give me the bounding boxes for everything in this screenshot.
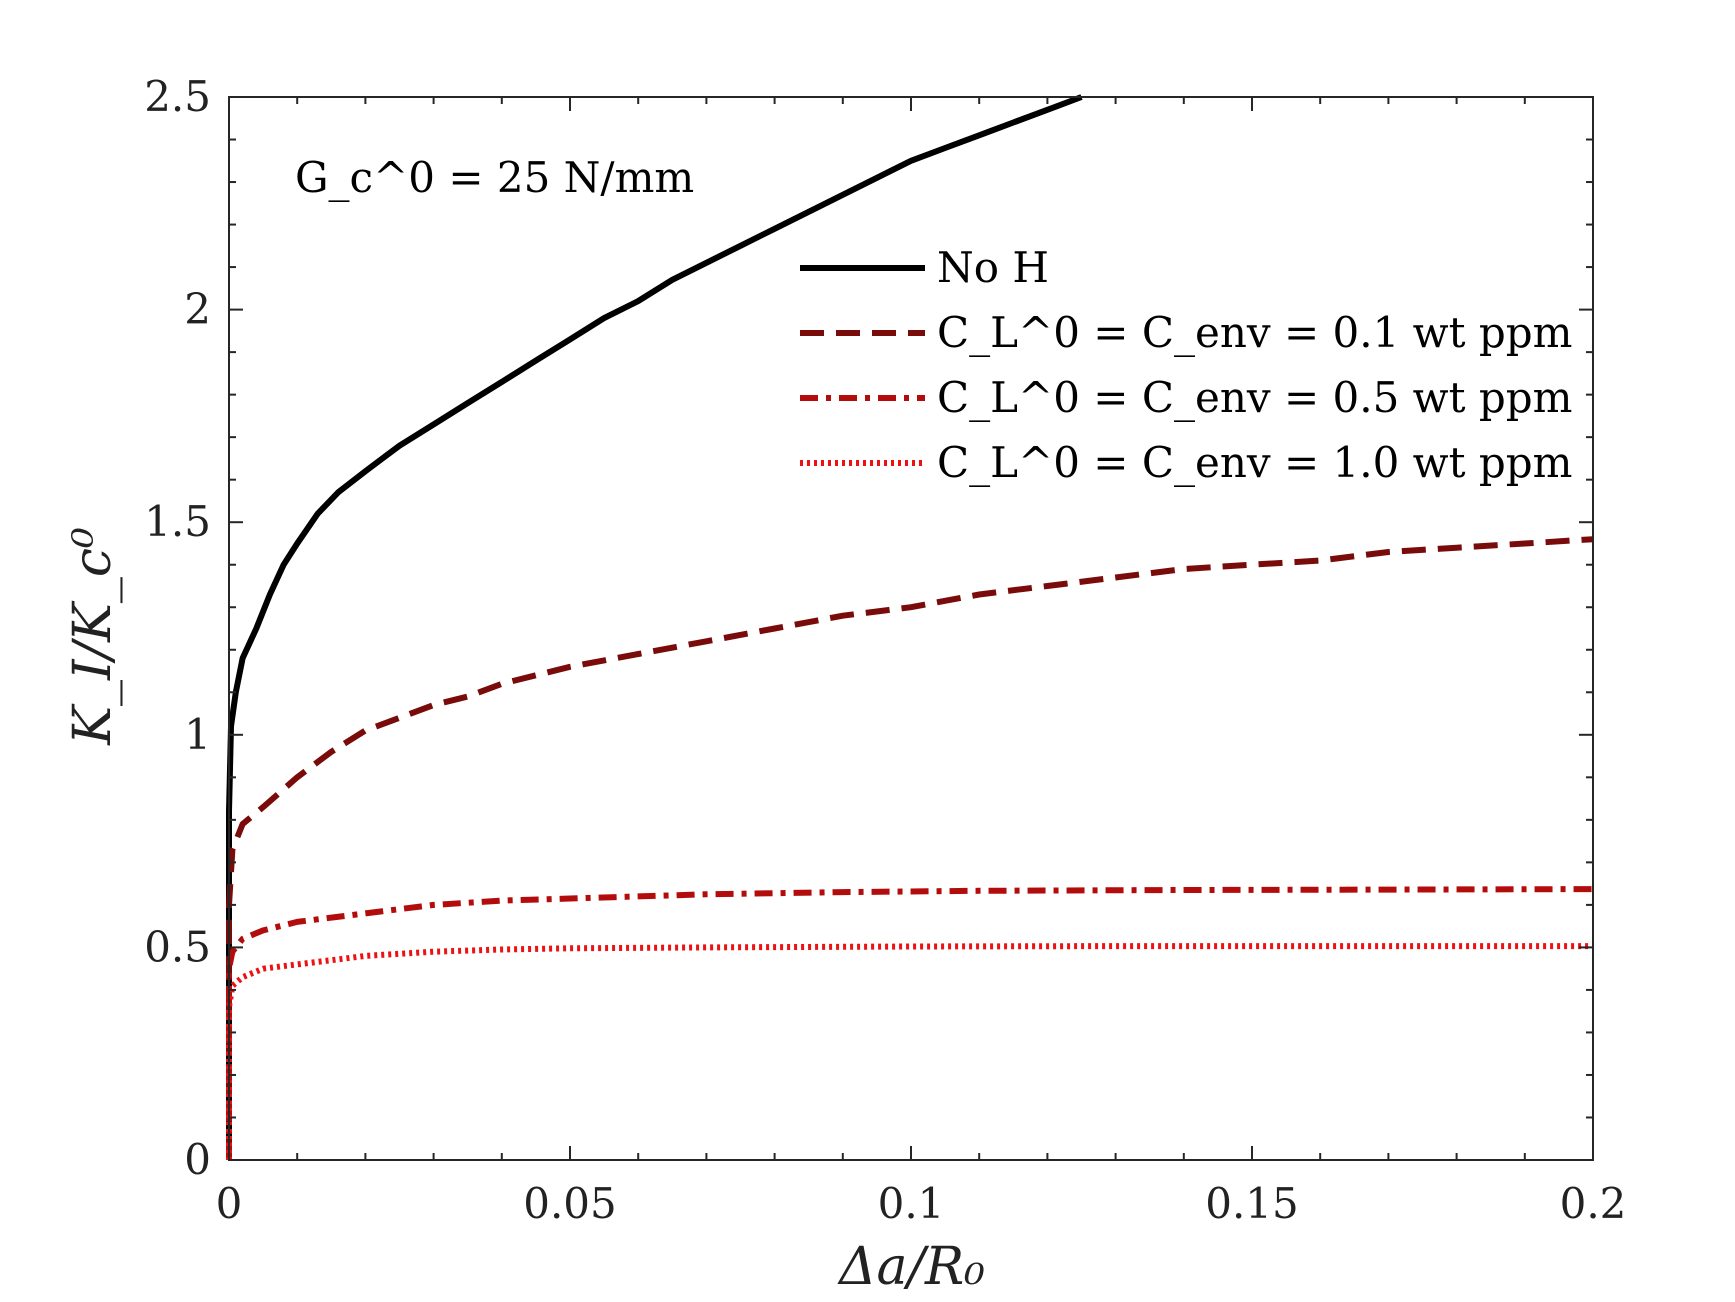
series-line-0.5ppm xyxy=(226,886,1594,1160)
legend-label-0.1ppm: C_L^0 = C_env = 0.1 wt ppm xyxy=(937,308,1572,357)
y-tick-label: 2.5 xyxy=(144,72,211,121)
x-tick-label: 0.15 xyxy=(1205,1179,1299,1228)
series-line-0.1ppm xyxy=(226,536,1594,1160)
x-axis-label: Δa/R₀ xyxy=(837,1237,985,1297)
series-layer xyxy=(226,94,1594,1160)
y-tick-label: 0 xyxy=(184,1135,211,1184)
annotation-text: G_c^0 = 25 N/mm xyxy=(295,153,694,202)
legend-label-no-h: No H xyxy=(937,243,1049,292)
y-axis-label-text: K_I/K_c⁰ xyxy=(63,527,123,746)
legend-label-0.5ppm: C_L^0 = C_env = 0.5 wt ppm xyxy=(937,373,1572,422)
series-line-no-h xyxy=(226,94,1083,1160)
x-tick-label: 0.1 xyxy=(878,1179,945,1228)
y-axis-label: K_I/K_c⁰ xyxy=(63,527,123,746)
x-tick-label: 0.2 xyxy=(1560,1179,1627,1228)
legend: No H C_L^0 = C_env = 0.1 wt ppm C_L^0 = … xyxy=(800,243,1572,487)
series-line-1.0ppm xyxy=(226,943,1593,1160)
y-tick-label: 0.5 xyxy=(144,922,211,971)
x-tick-label: 0.05 xyxy=(523,1179,617,1228)
y-tick-label: 2 xyxy=(184,285,211,334)
y-tick-label: 1 xyxy=(184,710,211,759)
ticks-layer xyxy=(228,96,1594,1161)
y-tick-label: 1.5 xyxy=(144,497,211,546)
x-axis-label-text: Δa/R₀ xyxy=(837,1237,985,1297)
legend-label-1.0ppm: C_L^0 = C_env = 1.0 wt ppm xyxy=(937,438,1572,487)
labels-layer: 0 0.05 0.1 0.15 0.2 0 0.5 1 1.5 2 2.5 xyxy=(144,72,1626,1228)
x-tick-label: 0 xyxy=(216,1179,243,1228)
